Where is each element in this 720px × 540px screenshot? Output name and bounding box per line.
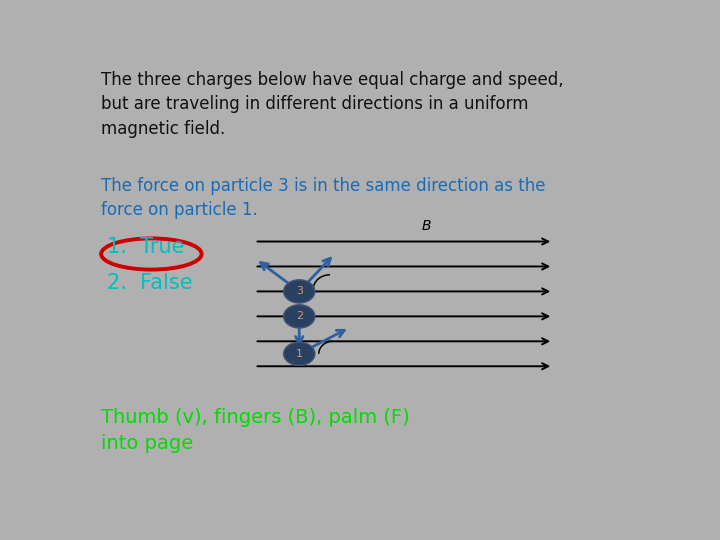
Text: Thumb (v), fingers (B), palm (F)
into page: Thumb (v), fingers (B), palm (F) into pa…	[101, 408, 410, 453]
Text: 1: 1	[296, 349, 302, 359]
Circle shape	[284, 280, 315, 303]
Circle shape	[284, 305, 315, 328]
Text: B: B	[422, 219, 431, 233]
Text: 2.  False: 2. False	[107, 273, 192, 293]
Text: The force on particle 3 is in the same direction as the
force on particle 1.: The force on particle 3 is in the same d…	[101, 177, 546, 219]
Text: 1.  True: 1. True	[107, 238, 184, 258]
Text: 3: 3	[296, 286, 302, 296]
Text: The three charges below have equal charge and speed,
but are traveling in differ: The three charges below have equal charg…	[101, 71, 564, 138]
Text: 2: 2	[296, 312, 303, 321]
Circle shape	[284, 342, 315, 366]
